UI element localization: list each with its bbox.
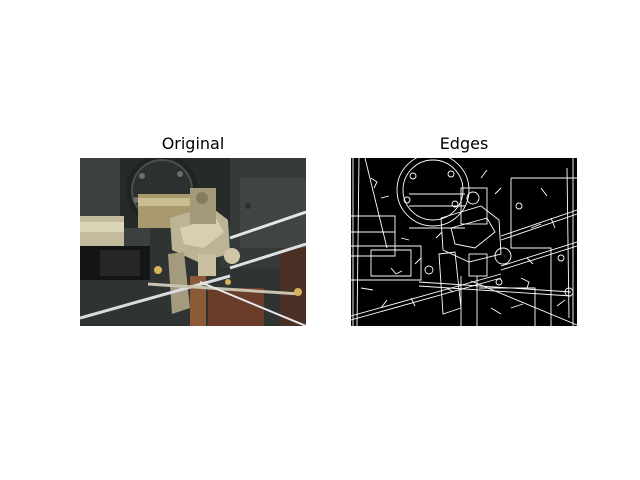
panel-title-edges: Edges <box>439 134 489 153</box>
panel-title-original: Original <box>161 134 225 153</box>
edges-image <box>351 158 577 326</box>
original-image <box>80 158 306 326</box>
